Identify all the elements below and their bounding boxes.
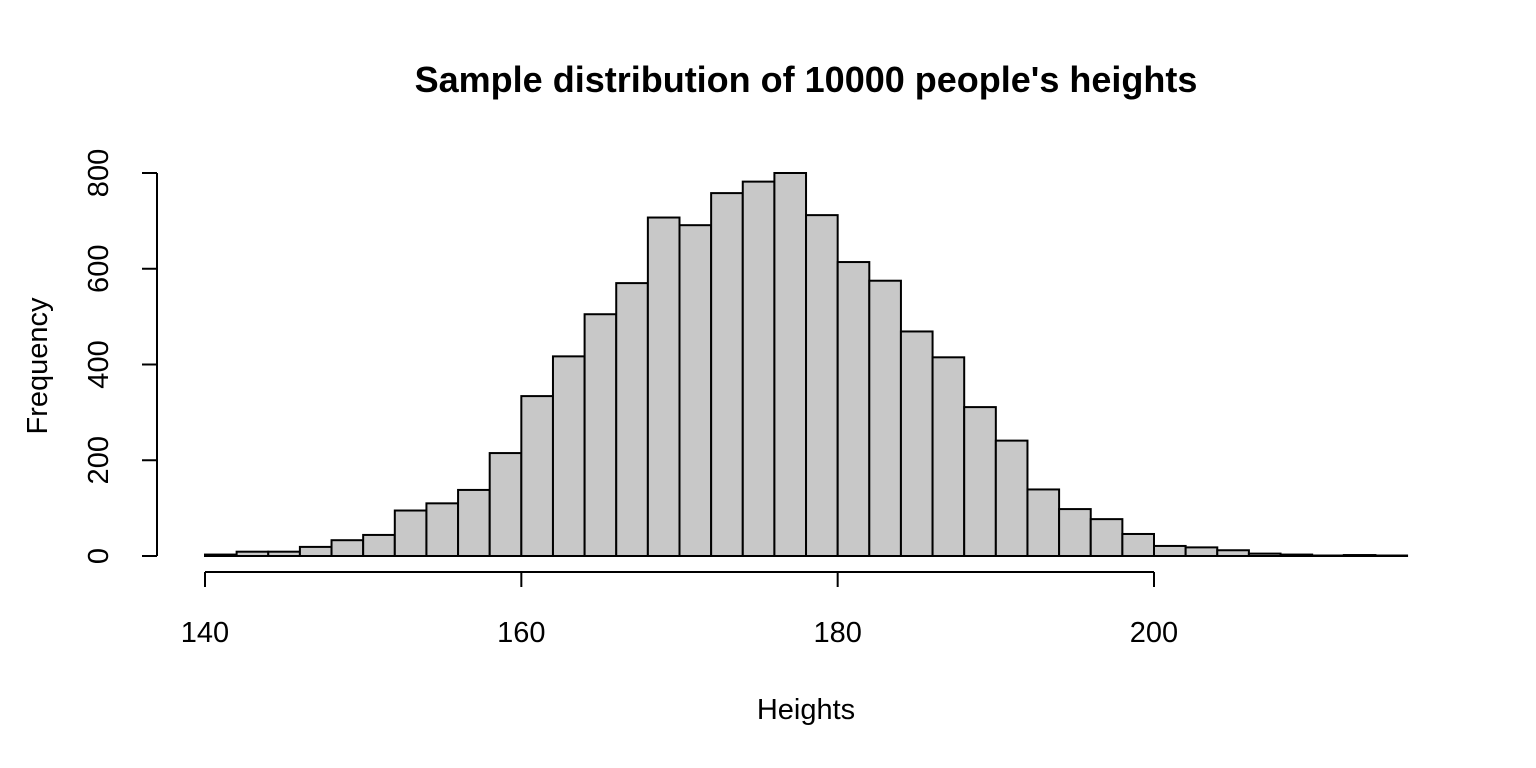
histogram-bar xyxy=(267,550,301,557)
y-tick-label: 800 xyxy=(83,149,115,197)
y-tick-label: 200 xyxy=(83,436,115,484)
histogram-bar xyxy=(994,439,1029,557)
y-axis-ticks: 0 200 400 600 800 xyxy=(83,149,157,564)
histogram-bar xyxy=(1184,546,1219,558)
y-tick-label: 0 xyxy=(83,548,115,564)
histogram-bar xyxy=(836,261,871,557)
x-tick-label: 180 xyxy=(813,617,861,649)
chart-title: Sample distribution of 10000 people's he… xyxy=(415,59,1198,100)
histogram-bar xyxy=(1247,552,1282,558)
histogram-bar xyxy=(678,224,713,557)
histogram-bar xyxy=(1121,532,1156,557)
x-axis-label: Heights xyxy=(757,694,855,726)
histogram-bar xyxy=(551,355,586,557)
histogram-bar xyxy=(1342,554,1377,557)
histogram-bar xyxy=(457,488,491,557)
histogram-bar xyxy=(646,216,681,557)
histogram-bar xyxy=(204,553,238,557)
histogram-bar xyxy=(741,180,776,557)
histogram-bar xyxy=(1026,488,1061,557)
histogram-bar xyxy=(362,533,396,557)
histogram-bar xyxy=(805,214,839,557)
histogram-bars xyxy=(204,172,1409,558)
histogram-bar xyxy=(710,192,744,557)
histogram-bar xyxy=(899,330,934,557)
histogram-bar xyxy=(330,539,365,557)
histogram-bar xyxy=(488,452,523,558)
histogram-bar xyxy=(393,509,428,557)
histogram-bar xyxy=(868,279,902,557)
x-tick-label: 140 xyxy=(181,617,229,649)
histogram-bar xyxy=(1216,549,1250,558)
y-tick-label: 400 xyxy=(83,340,115,388)
histogram-bar xyxy=(583,313,618,558)
histogram-bar xyxy=(1089,518,1124,557)
histogram-bar xyxy=(615,282,649,557)
histogram-bar xyxy=(520,395,554,557)
histogram-bar xyxy=(1279,553,1314,557)
histogram-bar xyxy=(235,550,270,557)
x-axis-ticks: 140 160 180 200 xyxy=(181,572,1178,649)
histogram-bar xyxy=(1153,544,1187,557)
x-tick-label: 160 xyxy=(497,617,545,649)
histogram-bar xyxy=(931,356,966,557)
histogram-bar xyxy=(425,502,460,557)
x-tick-label: 200 xyxy=(1130,617,1178,649)
histogram-bar xyxy=(773,172,808,557)
histogram-bar xyxy=(963,406,997,558)
y-axis-label: Frequency xyxy=(22,297,54,435)
histogram-bar xyxy=(1058,508,1092,557)
y-tick-label: 600 xyxy=(83,245,115,293)
histogram-bar xyxy=(298,545,333,557)
